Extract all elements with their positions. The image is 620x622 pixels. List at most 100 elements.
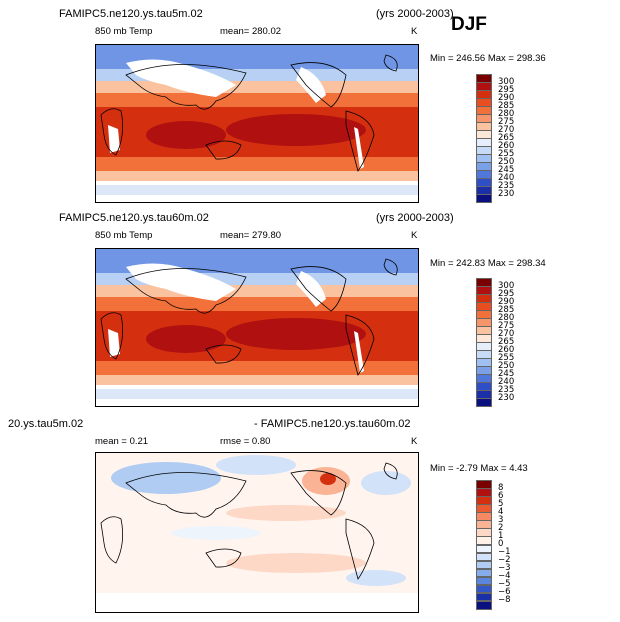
panel-2-band-subtrop-s (96, 361, 418, 375)
panel-3-minmax: Min = -2.79 Max = 4.43 (430, 463, 528, 474)
panel-2-minmax: Min = 242.83 Max = 298.34 (430, 258, 546, 269)
panel-3-coastlines (100, 462, 398, 580)
panel-1-years: (yrs 2000-2003) (376, 8, 454, 20)
panel-2-land-mask-namerica (296, 271, 326, 307)
colorbar-label: −6 (498, 587, 511, 598)
panel-2-land-mask-asia (126, 263, 236, 301)
colorbar-label: 295 (498, 288, 515, 299)
colorbar-label: 240 (498, 376, 515, 387)
colorbar-label: 285 (498, 100, 515, 111)
panel-3-mean: mean = 0.21 (95, 436, 149, 447)
colorbar-label: −8 (498, 595, 511, 606)
panel-1-band-midlat-s (96, 171, 418, 181)
panel-3-cold-tropics (171, 526, 261, 540)
panel-1-mean: mean= 280.02 (220, 26, 282, 37)
panel-2-mean: mean= 279.80 (220, 230, 282, 241)
colorbar-label: 0 (498, 539, 504, 549)
panel-2-variable: 850 mb Temp (95, 230, 153, 241)
panel-2-land-mask-andes (354, 331, 364, 373)
panel-3-rmse: rmse = 0.80 (220, 436, 271, 447)
colorbar-label: 250 (498, 156, 515, 167)
panel-2-map (95, 248, 419, 407)
panel-2-colorbar: 300 295 290 285 280 275 270 265 260 255 250 245 240 2… (476, 278, 514, 407)
colorbar-label: 255 (498, 352, 515, 363)
panel-1-land-mask-andes (354, 127, 364, 169)
colorbar-label: −2 (498, 555, 511, 566)
season-label: DJF (451, 14, 487, 35)
colorbar-label: 300 (498, 280, 515, 291)
colorbar-label: 300 (498, 76, 515, 87)
colorbar-label: 255 (498, 148, 515, 159)
colorbar-label: 235 (498, 180, 515, 191)
colorbar-label: 250 (498, 360, 515, 371)
colorbar-label: 8 (498, 482, 504, 493)
colorbar-label: 280 (498, 108, 515, 119)
colorbar-label: 275 (498, 116, 515, 127)
panel-1-band-antarctic (96, 185, 418, 195)
panel-3-warm-pacific (226, 505, 346, 521)
panel-1-map (95, 44, 419, 203)
colorbar-label: 260 (498, 344, 515, 355)
panel-2-band-midlat-n (96, 285, 418, 297)
panel-3-cold-asia (111, 462, 221, 494)
panel-2-map-svg (96, 249, 418, 406)
colorbar-label: 265 (498, 336, 515, 347)
panel-2-years: (yrs 2000-2003) (376, 212, 454, 224)
panel-2-band-midlat-s (96, 375, 418, 385)
colorbar-label: 245 (498, 368, 515, 379)
colorbar-label: 3 (498, 514, 504, 525)
panel-1-minmax: Min = 246.56 Max = 298.36 (430, 53, 546, 64)
colorbar-label: 270 (498, 328, 515, 339)
colorbar-label: −1 (498, 547, 511, 558)
colorbar-label: 240 (498, 172, 515, 183)
panel-3-cold-atlantic (361, 471, 411, 495)
panel-1-land-mask-asia (126, 59, 236, 97)
colorbar-label: 280 (498, 312, 515, 323)
panel-3-map (95, 452, 419, 613)
panel-1-colorbar: 300 295 290 285 280 275 270 265 260 255 250 245 240 2… (476, 74, 514, 203)
panel-1-coastlines (100, 54, 398, 172)
panel-1-band-subtrop-n (96, 93, 418, 107)
panel-1-units: K (411, 26, 418, 37)
colorbar-label: 285 (498, 304, 515, 315)
colorbar-label: 245 (498, 164, 515, 175)
panel-2-band-antarctic (96, 389, 418, 399)
panel-1-land-mask-namerica (296, 67, 326, 103)
panel-3-antarctic (96, 593, 418, 612)
colorbar-label: 290 (498, 92, 515, 103)
colorbar-label: 275 (498, 320, 515, 331)
colorbar-label: 290 (498, 296, 515, 307)
panel-1-variable: 850 mb Temp (95, 26, 153, 37)
panel-3-cold-arctic (216, 455, 296, 475)
panel-1-band-subtrop-s (96, 157, 418, 171)
colorbar-label: 230 (498, 392, 515, 403)
colorbar-label: −5 (498, 579, 511, 590)
panel-1-land-mask-safrica (108, 125, 120, 153)
panel-3-warm-core-namerica (320, 473, 336, 485)
colorbar-label: 2 (498, 522, 504, 533)
panel-2-case-title: FAMIPC5.ne120.ys.tau60m.02 (59, 212, 209, 224)
panel-3-subtraction: - FAMIPC5.ne120.ys.tau60m.02 (254, 418, 411, 430)
panel-1-hot-core-indian (146, 121, 226, 149)
panel-1-case-title: FAMIPC5.ne120.ys.tau5m.02 (59, 8, 203, 20)
colorbar-label: 235 (498, 384, 515, 395)
panel-2-hot-core-pacific (226, 318, 366, 350)
colorbar-label: 295 (498, 84, 515, 95)
panel-3-cold-southern (346, 570, 406, 586)
panel-3-case-title: 20.ys.tau5m.02 (8, 418, 84, 430)
panel-2-coastlines (100, 258, 398, 376)
colorbar-label: 230 (498, 188, 515, 199)
colorbar-swatch (476, 600, 492, 610)
colorbar-label: 4 (498, 506, 504, 517)
colorbar-label: −3 (498, 563, 511, 574)
panel-2-land-mask-safrica (108, 329, 120, 357)
panel-3-warm-southern (226, 553, 366, 573)
panel-3-colorbar: 8 6 5 4 3 2 1 0 −1 −2 −3 −4 −5 −6 −8 (476, 480, 511, 610)
panel-3-map-svg (96, 453, 418, 612)
colorbar-label: −4 (498, 571, 511, 582)
colorbar-label: 5 (498, 498, 504, 509)
panel-1-band-midlat-n (96, 81, 418, 93)
colorbar-label: 265 (498, 132, 515, 143)
panel-2-band-subtrop-n (96, 297, 418, 311)
